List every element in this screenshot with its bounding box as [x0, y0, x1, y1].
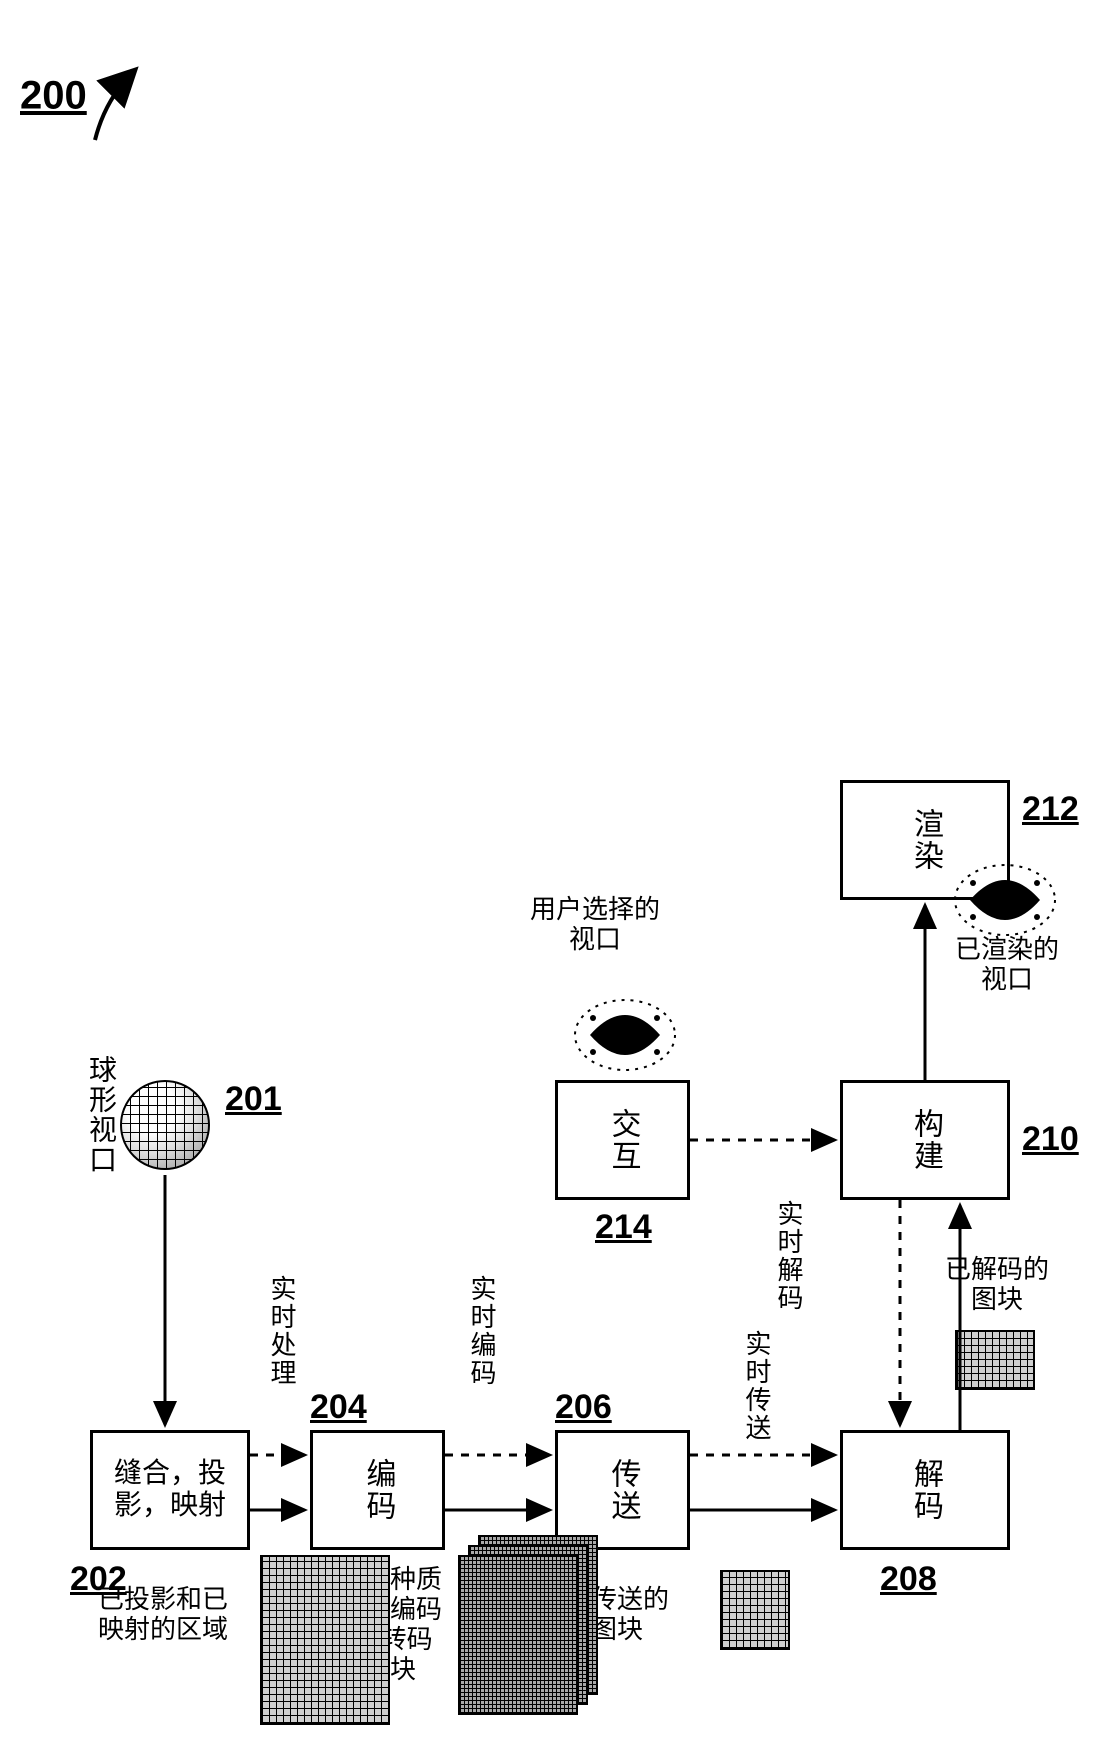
decode-ref-num: 208: [880, 1560, 937, 1599]
rt-transmit-label: 实时传送: [738, 1330, 775, 1442]
rt-process-label: 实时处理: [263, 1275, 300, 1387]
grid-encoded-stack-1: [458, 1555, 578, 1715]
grid-decoded: [955, 1330, 1035, 1390]
stitch-box: 缝合，投 影，映射: [90, 1430, 250, 1550]
rt-decode-label: 实时解码: [770, 1200, 807, 1312]
render-ref-num: 212: [1022, 790, 1079, 829]
transmit-label: 传送: [601, 1458, 645, 1522]
build-box: 构建: [840, 1080, 1010, 1200]
rendered-viewport-icon: [935, 845, 1075, 955]
decode-label: 解码: [903, 1458, 947, 1522]
sphere-ref-num: 201: [225, 1080, 282, 1119]
projected-region-label: 已投影和已 映射的区域: [98, 1585, 228, 1645]
grid-projected: [260, 1555, 390, 1725]
transmit-box: 传送: [555, 1430, 690, 1550]
interact-ref-num: 214: [595, 1208, 652, 1247]
decoded-tiles-label: 已解码的 图块: [945, 1255, 1049, 1315]
user-viewport-icon: [555, 980, 695, 1090]
interact-box: 交互: [555, 1080, 690, 1200]
interact-label: 交互: [601, 1108, 645, 1172]
grid-transmitted: [720, 1570, 790, 1650]
build-ref-num: 210: [1022, 1120, 1079, 1159]
build-label: 构建: [903, 1108, 947, 1172]
sphere-viewport-label: 球形视口: [80, 1055, 120, 1175]
rt-encode-label: 实时编码: [463, 1275, 500, 1387]
figure-ref-number: 200: [20, 74, 87, 118]
stitch-label: 缝合，投 影，映射: [114, 1458, 226, 1522]
encode-label: 编码: [356, 1458, 400, 1522]
user-selected-viewport-label: 用户选择的 视口: [530, 895, 660, 955]
encode-ref-num: 204: [310, 1388, 367, 1427]
decode-box: 解码: [840, 1430, 1010, 1550]
transmit-ref-num: 206: [555, 1388, 612, 1427]
encode-box: 编码: [310, 1430, 445, 1550]
